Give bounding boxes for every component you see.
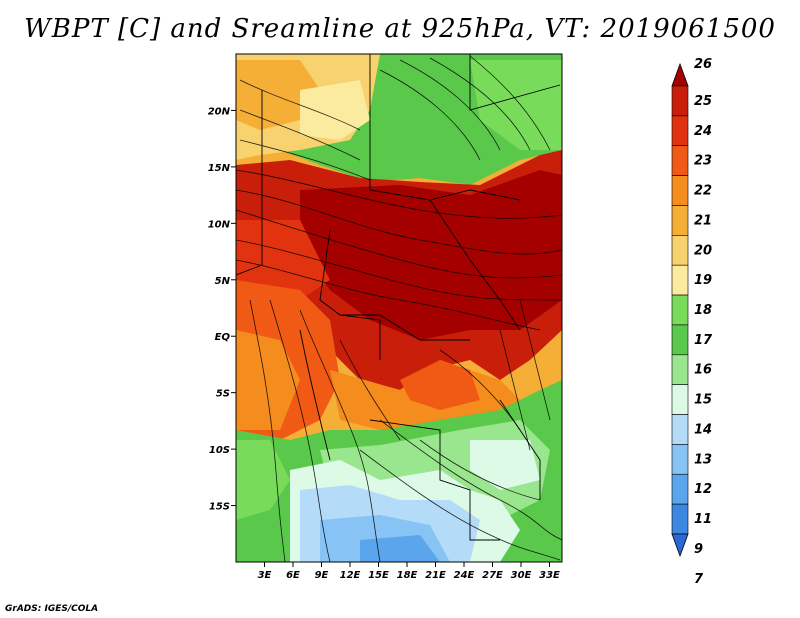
lat-tick-label: 5N: [215, 276, 231, 287]
lat-tick-label: 10S: [209, 445, 230, 456]
colorbar-label: 25: [694, 94, 712, 109]
lat-tick-label: 20N: [208, 106, 231, 117]
colorbar-swatch: [671, 62, 689, 87]
colorbar-label: 13: [694, 452, 712, 467]
colorbar-swatch: [671, 444, 689, 475]
colorbar-label: 17: [694, 333, 713, 348]
colorbar-swatch: [671, 414, 689, 445]
map-frame: [235, 53, 563, 563]
colorbar-label: 11: [694, 512, 712, 527]
colorbar-swatch: [671, 205, 689, 236]
colorbar-label: 24: [694, 124, 712, 139]
colorbar-label: 14: [694, 422, 712, 437]
colorbar-label: 16: [694, 363, 712, 378]
colorbar-label: 23: [694, 154, 712, 169]
country-borders: [236, 54, 561, 541]
lat-tick-label: 15S: [209, 502, 230, 513]
lon-tick-label: 27E: [482, 570, 503, 581]
colorbar-swatch: [671, 354, 689, 385]
colorbar-label: 19: [694, 273, 712, 288]
lat-tick-label: 10N: [208, 219, 231, 230]
colorbar-label: 12: [694, 482, 712, 497]
lon-tick-label: 6E: [286, 570, 300, 581]
lon-tick-label: 15E: [368, 570, 389, 581]
colorbar-swatch: [671, 503, 689, 535]
colorbar: 26 25 24 23 22 21 20 19 18 17 16 15 14 13 12 11 9 7: [671, 57, 713, 587]
lon-tick-label: 18E: [397, 570, 418, 581]
lon-tick-label: 24E: [454, 570, 475, 581]
colorbar-swatch: [671, 264, 689, 296]
colorbar-swatch: [671, 145, 689, 176]
colorbar-label: 26: [694, 57, 712, 72]
colorbar-label: 15: [694, 393, 712, 408]
lon-tick-label: 33E: [539, 570, 560, 581]
wbpt-field: [236, 54, 562, 562]
colorbar-swatch: [671, 235, 689, 266]
colorbar-swatch: [671, 85, 689, 117]
colorbar-swatch: [671, 115, 689, 147]
lon-tick-label: 3E: [258, 570, 272, 581]
colorbar-swatch: [671, 294, 689, 326]
colorbar-swatch: [671, 324, 689, 356]
latitude-axis: 20N 15N 10N 5N EQ 5S 10S 15S: [208, 106, 236, 513]
colorbar-label: 7: [694, 572, 704, 587]
colorbar-label: 20: [694, 243, 712, 258]
colorbar-label: 9: [694, 542, 703, 557]
lon-tick-label: 30E: [511, 570, 532, 581]
lat-tick-label: 15N: [208, 163, 231, 174]
colorbar-label: 22: [694, 184, 712, 199]
lon-tick-label: 9E: [315, 570, 329, 581]
credit-text: GrADS: IGES/COLA: [5, 604, 99, 614]
map-title: WBPT [C] and Sreamline at 925hPa, VT: 20…: [24, 14, 776, 44]
lon-tick-label: 12E: [340, 570, 361, 581]
colorbar-label: 18: [694, 303, 712, 318]
colorbar-swatch: [671, 175, 689, 206]
colorbar-swatch: [671, 473, 689, 505]
streamlines: [236, 55, 562, 562]
longitude-axis: 3E 6E 9E 12E 15E 18E 21E 24E 27E 30E 33E: [258, 562, 560, 581]
lat-tick-label: 5S: [216, 389, 230, 400]
lat-tick-label: EQ: [215, 332, 231, 343]
colorbar-swatch: [671, 384, 689, 415]
lon-tick-label: 21E: [425, 570, 446, 581]
colorbar-swatch: [671, 533, 689, 558]
colorbar-label: 21: [694, 213, 712, 228]
